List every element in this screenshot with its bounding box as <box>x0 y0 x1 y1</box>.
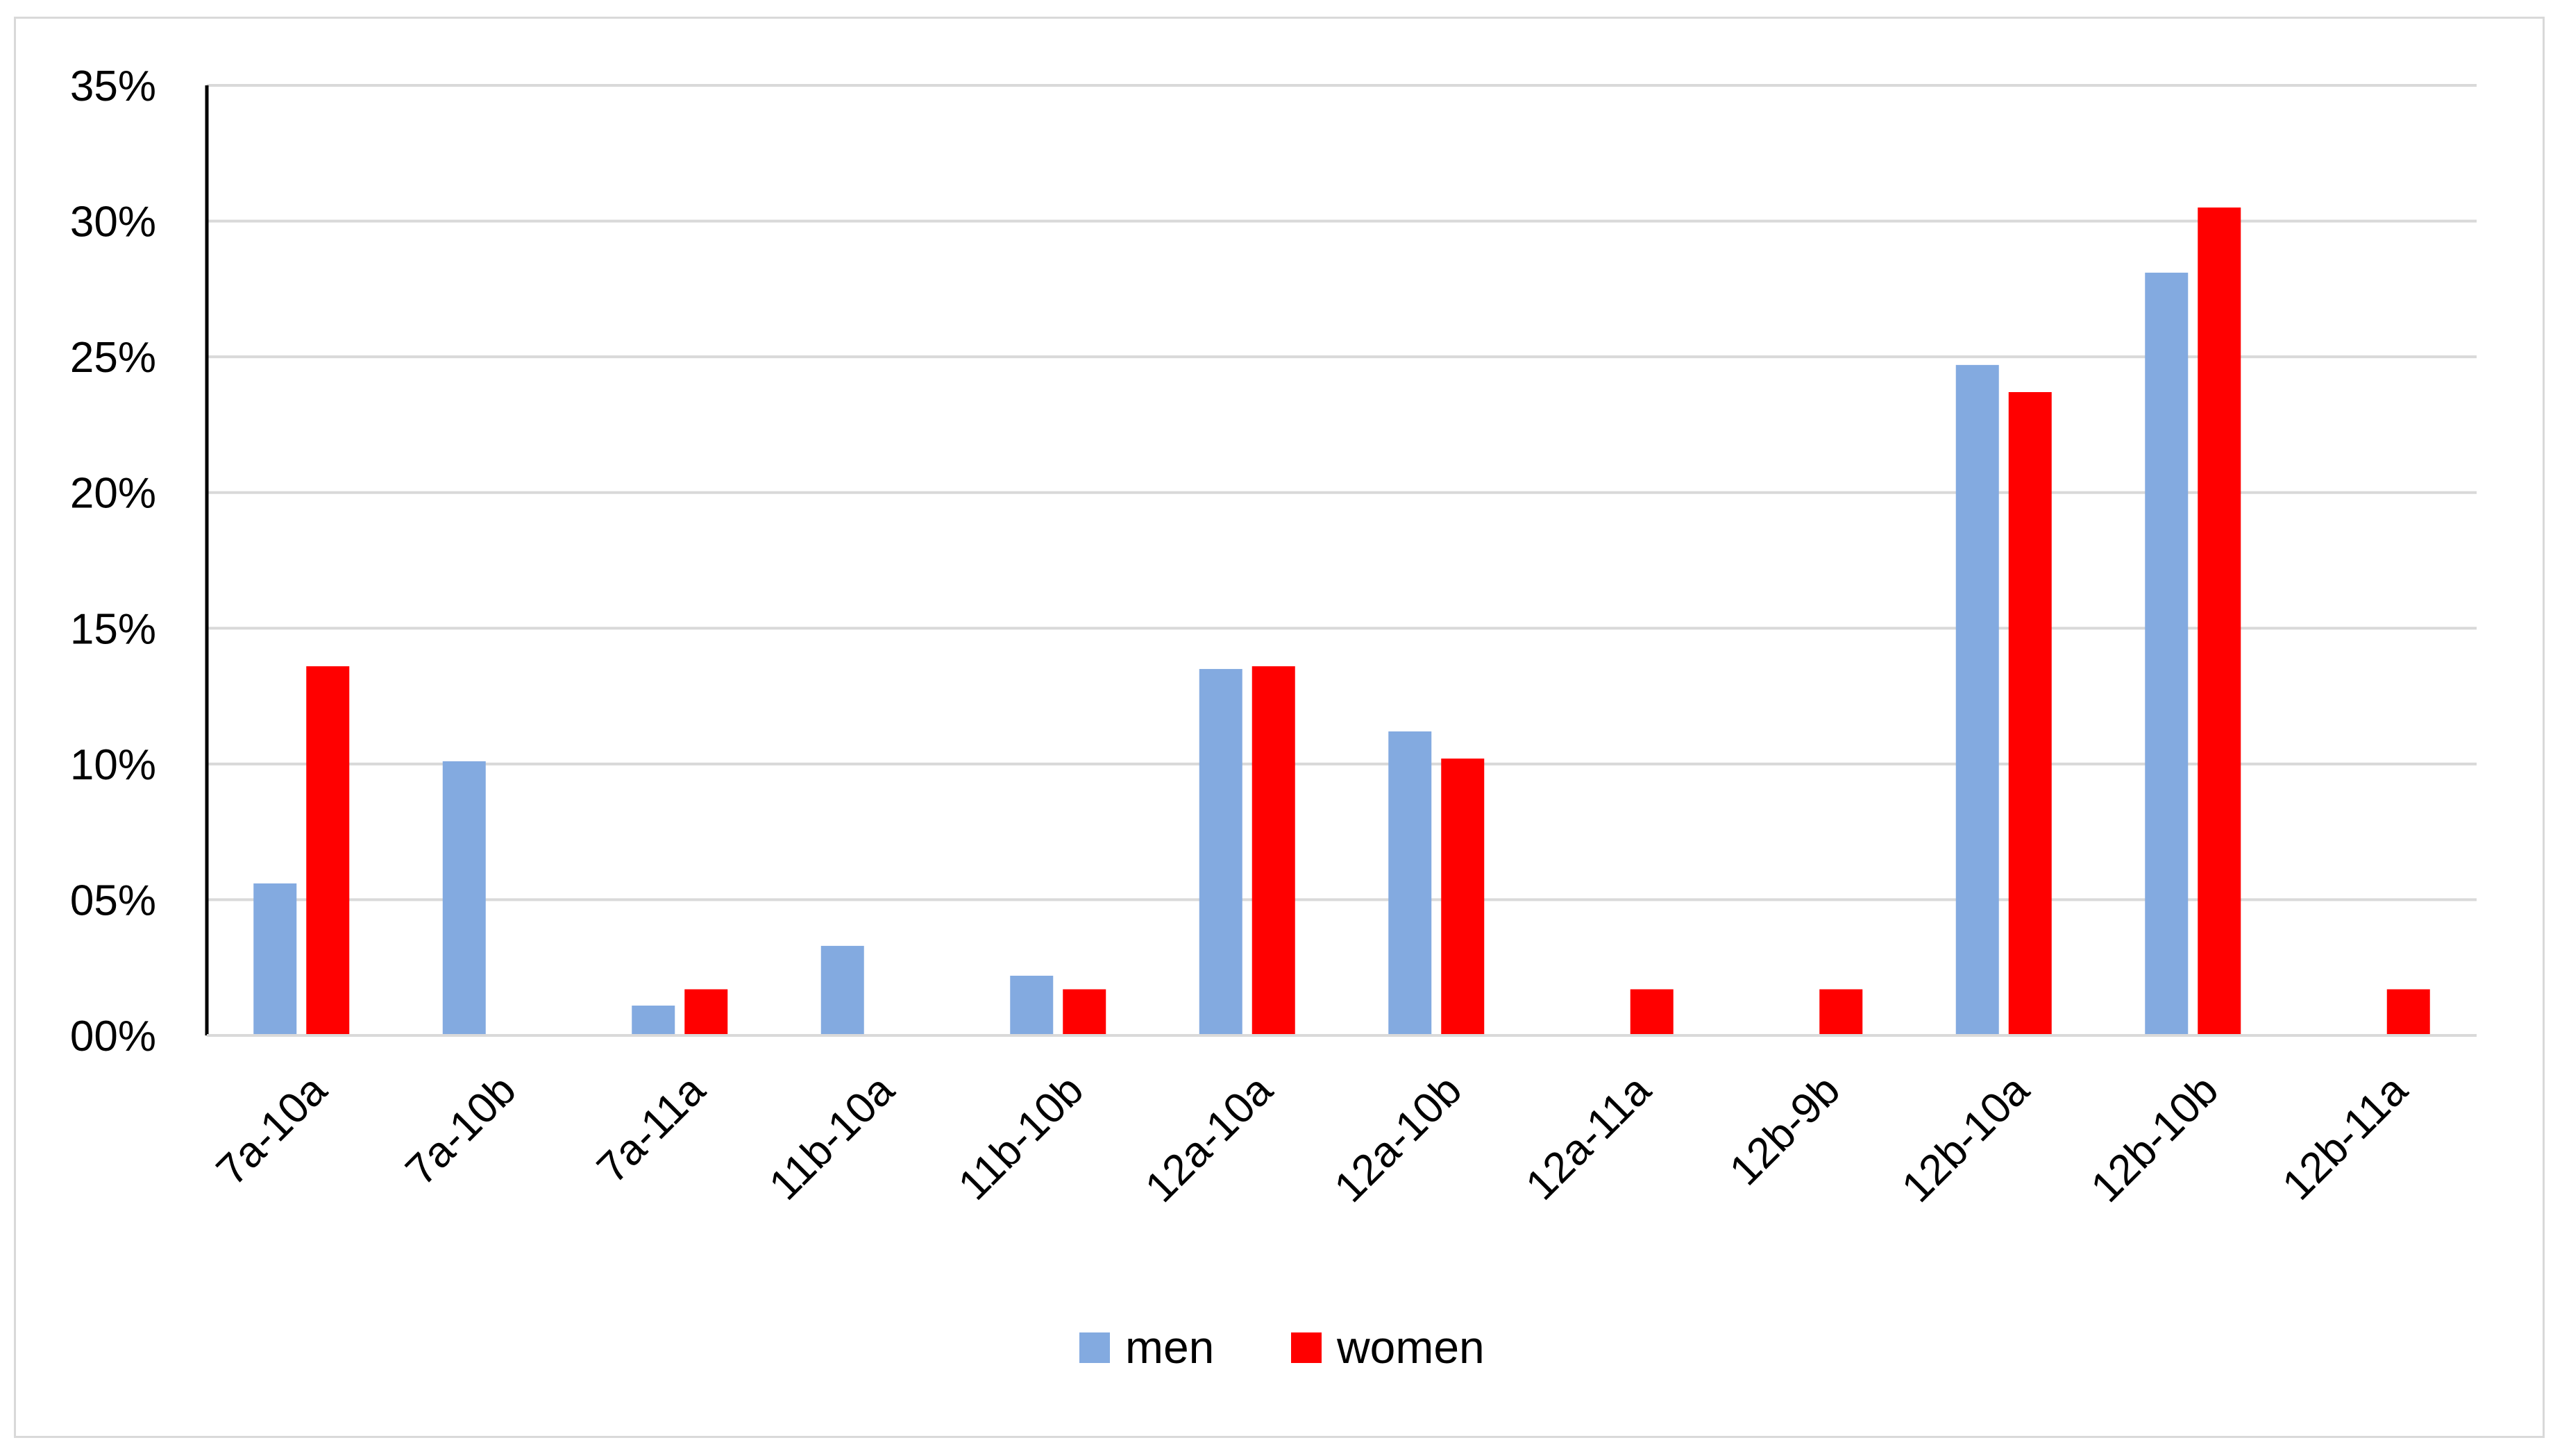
x-tick-label: 7a-10a <box>208 1066 337 1195</box>
bar-women-12b-11a <box>2386 989 2430 1035</box>
legend-swatch-women <box>1291 1332 1322 1363</box>
x-tick-label: 11b-10a <box>760 1066 904 1210</box>
bar-men-12a-10b <box>1388 731 1432 1035</box>
y-tick-label: 35% <box>70 62 156 110</box>
gridlines <box>207 84 2477 901</box>
legend-swatch-men <box>1079 1332 1110 1363</box>
x-tick-label: 12b-11a <box>2273 1066 2417 1210</box>
x-tick-label: 12b-10b <box>2082 1066 2227 1212</box>
bar-men-7a-11a <box>632 1005 675 1035</box>
y-tick-labels: 00% 05% 10% 15% 20% 25% 30% 35% <box>70 62 156 1060</box>
y-tick-label: 25% <box>70 334 156 382</box>
x-tick-label: 7a-11a <box>588 1066 714 1192</box>
x-tick-label: 12a-10b <box>1325 1066 1471 1212</box>
bar-women-12a-10a <box>1251 666 1295 1035</box>
bars <box>253 208 2430 1036</box>
legend: men women <box>1079 1321 1485 1373</box>
bar-women-11b-10b <box>1063 989 1106 1035</box>
bar-women-7a-10a <box>306 666 350 1035</box>
y-tick-label: 30% <box>70 198 156 246</box>
x-tick-label: 12b-9b <box>1721 1066 1849 1194</box>
x-tick-label: 12a-10a <box>1136 1066 1282 1212</box>
y-tick-label: 20% <box>70 470 156 518</box>
legend-label-women: women <box>1336 1321 1485 1373</box>
bar-women-12a-10b <box>1441 759 1485 1035</box>
bar-men-11b-10b <box>1010 975 1054 1035</box>
legend-label-men: men <box>1125 1321 1214 1373</box>
x-tick-label: 7a-10b <box>396 1066 525 1194</box>
bar-men-12b-10b <box>2145 272 2189 1036</box>
bar-men-11b-10a <box>820 945 864 1035</box>
bar-women-7a-11a <box>684 989 728 1035</box>
y-tick-label: 10% <box>70 741 156 789</box>
y-tick-label: 05% <box>70 877 156 924</box>
bar-women-12b-10b <box>2198 208 2241 1035</box>
bar-women-12b-9b <box>1819 989 1863 1035</box>
x-tick-label: 11b-10b <box>950 1066 1093 1209</box>
x-tick-label: 12a-11a <box>1517 1066 1660 1210</box>
bar-men-7a-10b <box>442 761 486 1035</box>
bar-women-12b-10a <box>2008 391 2052 1035</box>
bar-men-7a-10a <box>253 883 297 1035</box>
y-tick-label: 00% <box>70 1013 156 1060</box>
x-tick-label: 12b-10a <box>1893 1066 2039 1212</box>
x-tick-labels: 7a-10a 7a-10b 7a-11a 11b-10a 11b-10b 12a-10a 1… <box>208 1066 2417 1212</box>
y-tick-label: 15% <box>70 605 156 653</box>
bar-men-12b-10a <box>1955 364 1999 1035</box>
bar-men-12a-10a <box>1199 668 1242 1035</box>
bar-women-12a-11a <box>1630 989 1674 1035</box>
